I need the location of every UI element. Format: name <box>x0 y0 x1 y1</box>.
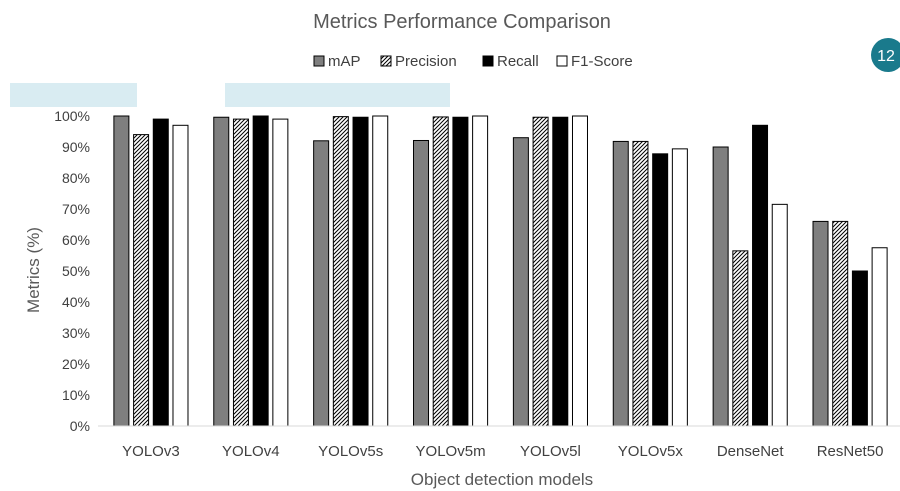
x-axis-title: Object detection models <box>411 470 593 489</box>
bar-f1-score <box>871 247 888 427</box>
bar-map <box>313 140 330 427</box>
bar-recall <box>752 124 769 427</box>
bar-precision <box>133 134 150 427</box>
bar-f1-score <box>272 118 289 427</box>
bar-recall <box>851 270 868 427</box>
bar-precision <box>732 250 749 427</box>
bar-precision <box>232 118 249 427</box>
bar-recall <box>552 116 569 427</box>
x-axis-categories: YOLOv3 YOLOv4 YOLOv5s YOLOv5m YOLOv5l YOLOv5x… <box>122 443 883 460</box>
legend: mAP Precision Recall F1-Score <box>313 53 633 70</box>
bar-map <box>612 140 629 427</box>
y-tick-label: 90% <box>62 139 90 155</box>
y-axis-title: Metrics (%) <box>24 227 43 313</box>
category-label: YOLOv5x <box>618 443 684 460</box>
page-number-badge <box>871 38 900 72</box>
y-tick-label: 30% <box>62 325 90 341</box>
chart-title: Metrics Performance Comparison <box>313 11 611 33</box>
category-label: DenseNet <box>717 443 785 460</box>
y-tick-label: 10% <box>62 387 90 403</box>
bar-map <box>213 116 230 427</box>
legend-label: Recall <box>497 53 539 70</box>
bar-precision <box>432 116 449 427</box>
y-tick-label: 60% <box>62 232 90 248</box>
bar-map <box>413 139 430 427</box>
legend-swatch <box>482 55 494 67</box>
bar-precision <box>632 140 649 427</box>
bar-map <box>512 137 529 427</box>
bar-f1-score <box>172 124 189 427</box>
bar-recall <box>252 115 269 427</box>
category-label: YOLOv5s <box>318 443 383 460</box>
y-tick-label: 20% <box>62 356 90 372</box>
legend-swatch <box>313 55 325 67</box>
bar-f1-score <box>771 203 788 427</box>
y-tick-label: 40% <box>62 294 90 310</box>
bar-map <box>712 146 729 427</box>
bar-f1-score <box>372 115 389 427</box>
category-label: YOLOv5l <box>520 443 581 460</box>
page-number: 12 <box>877 48 895 65</box>
bar-f1-score <box>671 148 688 427</box>
bar-recall <box>652 153 669 427</box>
y-tick-label: 0% <box>70 418 90 434</box>
highlight-band <box>225 83 450 107</box>
y-tick-label: 80% <box>62 170 90 186</box>
legend-swatch <box>556 55 568 67</box>
bar-recall <box>152 118 169 427</box>
bar-precision <box>332 116 349 427</box>
category-label: YOLOv5m <box>416 443 486 460</box>
highlight-band <box>10 83 137 107</box>
y-tick-label: 50% <box>62 263 90 279</box>
bars <box>113 115 888 427</box>
legend-label: F1-Score <box>571 53 633 70</box>
legend-swatch <box>380 55 392 67</box>
bar-recall <box>352 116 369 427</box>
category-label: ResNet50 <box>817 443 884 460</box>
bar-map <box>812 220 829 427</box>
bar-f1-score <box>472 115 489 427</box>
legend-label: mAP <box>328 53 361 70</box>
bar-precision <box>532 116 549 427</box>
legend-label: Precision <box>395 53 457 70</box>
y-axis-ticks: 0% 10% 20% 30% 40% 50% 60% 70% 80% 90% 100% <box>54 108 90 434</box>
bar-precision <box>832 220 849 427</box>
y-tick-label: 100% <box>54 108 90 124</box>
category-label: YOLOv3 <box>122 443 180 460</box>
bar-f1-score <box>571 115 588 427</box>
y-tick-label: 70% <box>62 201 90 217</box>
bar-map <box>113 115 130 427</box>
category-label: YOLOv4 <box>222 443 280 460</box>
bar-recall <box>452 116 469 427</box>
